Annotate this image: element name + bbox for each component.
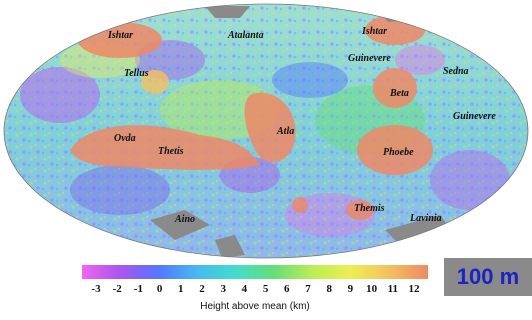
map-projection: Ishtar Atalanta Ishtar Guinevere Tellus …: [3, 3, 529, 259]
colorbar-tick: 5: [262, 283, 269, 295]
label-ishtar-east: Ishtar: [361, 26, 387, 37]
label-ishtar-west: Ishtar: [107, 30, 133, 41]
colorbar-tick: 3: [220, 283, 226, 295]
colorbar-tick: 2: [199, 283, 205, 295]
colorbar-tick: 12: [408, 283, 420, 295]
colorbar-tick: 6: [284, 283, 290, 295]
label-guinevere-east: Guinevere: [453, 111, 496, 122]
label-tellus: Tellus: [124, 68, 149, 79]
colorbar-tick: 1: [178, 283, 184, 295]
colorbar-tick: 9: [347, 283, 354, 295]
colorbar-tick: -1: [133, 283, 143, 295]
colorbar-tick: 0: [156, 283, 163, 295]
colorbar-axis-label: Height above mean (km): [200, 301, 310, 312]
colorbar-tick: -2: [112, 283, 122, 295]
label-ovda: Ovda: [114, 133, 136, 144]
label-aino: Aino: [174, 214, 195, 225]
colorbar-tick: 8: [326, 283, 332, 295]
venus-topography-map: Ishtar Atalanta Ishtar Guinevere Tellus …: [3, 3, 529, 259]
colorbar-tick: 4: [241, 283, 248, 295]
colorbar-tick: 11: [387, 283, 398, 295]
scale-label: 100 m: [456, 264, 520, 289]
label-atla: Atla: [276, 126, 294, 137]
label-thetis: Thetis: [158, 146, 184, 157]
colorbar-tick: 10: [366, 283, 378, 295]
label-lavinia: Lavinia: [409, 213, 442, 224]
label-beta: Beta: [389, 88, 409, 99]
colorbar-tick: -3: [91, 283, 101, 295]
label-sedna: Sedna: [443, 66, 469, 77]
scale-badge: 100 m: [444, 258, 532, 296]
label-guinevere-north: Guinevere: [348, 53, 391, 64]
height-colorbar: [82, 265, 428, 279]
colorbar-ticks: -3 -2 -1 0 1 2 3 4 5 6 7 8 9 10 11 12: [82, 283, 428, 297]
label-themis: Themis: [354, 203, 385, 214]
label-atalanta: Atalanta: [227, 30, 264, 41]
label-phoebe: Phoebe: [383, 147, 414, 158]
colorbar-tick: 7: [305, 283, 311, 295]
